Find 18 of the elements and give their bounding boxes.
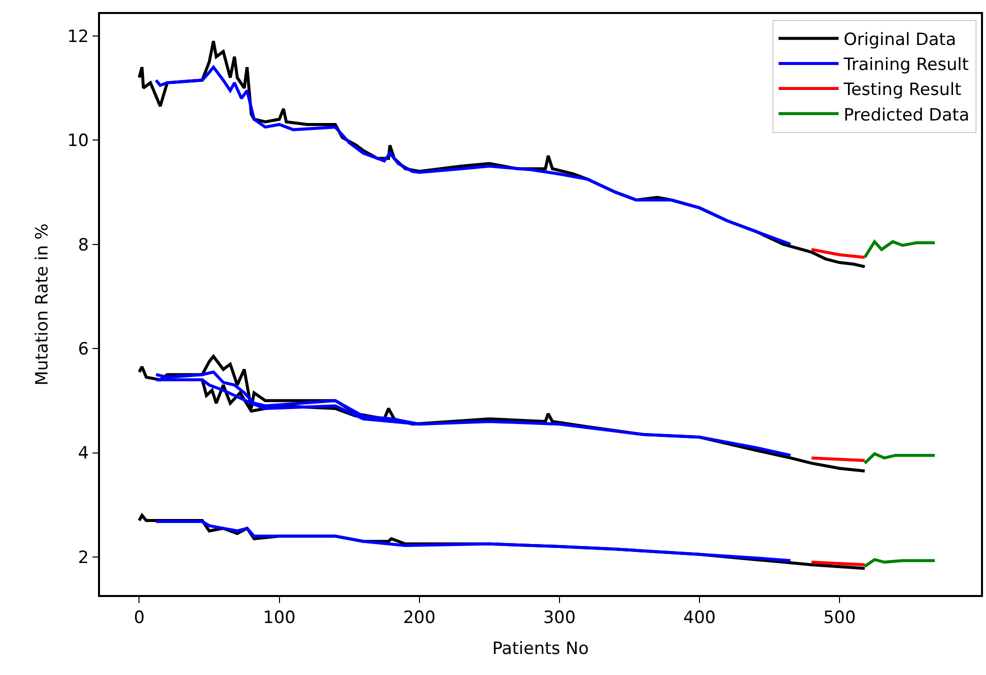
x-tick-label: 300 [543, 608, 576, 628]
x-tick-label: 400 [683, 608, 716, 628]
legend-label: Testing Result [842, 80, 962, 100]
x-tick-label: 0 [134, 608, 145, 628]
y-tick-label: 12 [67, 26, 89, 47]
y-tick-label: 6 [78, 339, 89, 360]
legend-label: Predicted Data [844, 105, 970, 126]
legend-label: Original Data [844, 30, 956, 50]
y-axis-title: Mutation Rate in % [32, 224, 52, 386]
y-tick-label: 4 [78, 444, 89, 464]
x-tick-label: 100 [263, 608, 296, 628]
x-tick-label: 500 [823, 608, 856, 628]
y-tick-label: 10 [67, 131, 89, 152]
y-tick-label: 8 [78, 235, 89, 256]
x-tick-label: 200 [403, 608, 436, 628]
y-tick-label: 2 [78, 548, 89, 568]
x-axis-title: Patients No [492, 639, 589, 660]
legend-label: Training Result [842, 55, 969, 76]
